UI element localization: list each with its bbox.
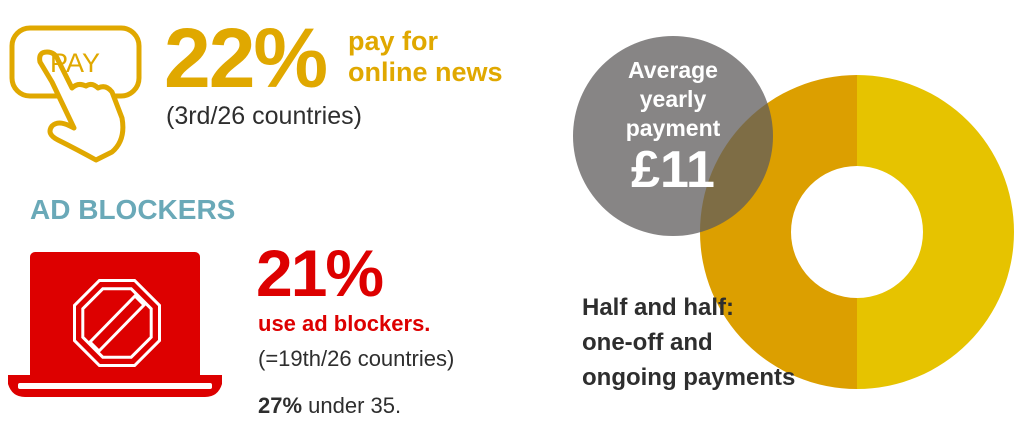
ad-blockers-rank: (=19th/26 countries) bbox=[258, 346, 455, 371]
pay-hand-icon bbox=[9, 25, 142, 163]
pay-line1: pay for bbox=[348, 26, 439, 56]
pay-icon-label: PAY bbox=[50, 48, 100, 78]
pay-percent: 22% bbox=[164, 11, 328, 105]
pay-line2: online news bbox=[348, 57, 503, 87]
average-payment-label: Average yearly payment £11 bbox=[573, 56, 773, 197]
average-payment-circle bbox=[573, 36, 773, 236]
payment-amount: £11 bbox=[631, 141, 715, 199]
donut-slice-ongoing bbox=[857, 75, 1014, 389]
caption-line3: ongoing payments bbox=[582, 364, 796, 391]
caption-line1: Half and half: bbox=[582, 294, 735, 321]
under35-value: 27% bbox=[258, 393, 303, 418]
payment-line3: payment bbox=[625, 115, 721, 141]
pay-rank: (3rd/26 countries) bbox=[166, 102, 362, 130]
under35-text: under 35. bbox=[302, 393, 402, 418]
ad-blockers-heading: AD BLOCKERS bbox=[30, 194, 236, 225]
caption-line2: one-off and bbox=[582, 329, 713, 356]
payment-line1: Average bbox=[628, 57, 718, 83]
payment-line2: yearly bbox=[639, 86, 707, 112]
ad-blockers-percent: 21% bbox=[256, 236, 384, 310]
pay-description: pay for online news bbox=[348, 26, 503, 88]
donut-caption: Half and half: one-off and ongoing payme… bbox=[582, 290, 795, 395]
ad-blockers-caption: use ad blockers. bbox=[258, 311, 431, 336]
laptop-stop-sign-icon bbox=[8, 252, 222, 397]
ad-blockers-under35: 27% under 35. bbox=[258, 393, 401, 419]
